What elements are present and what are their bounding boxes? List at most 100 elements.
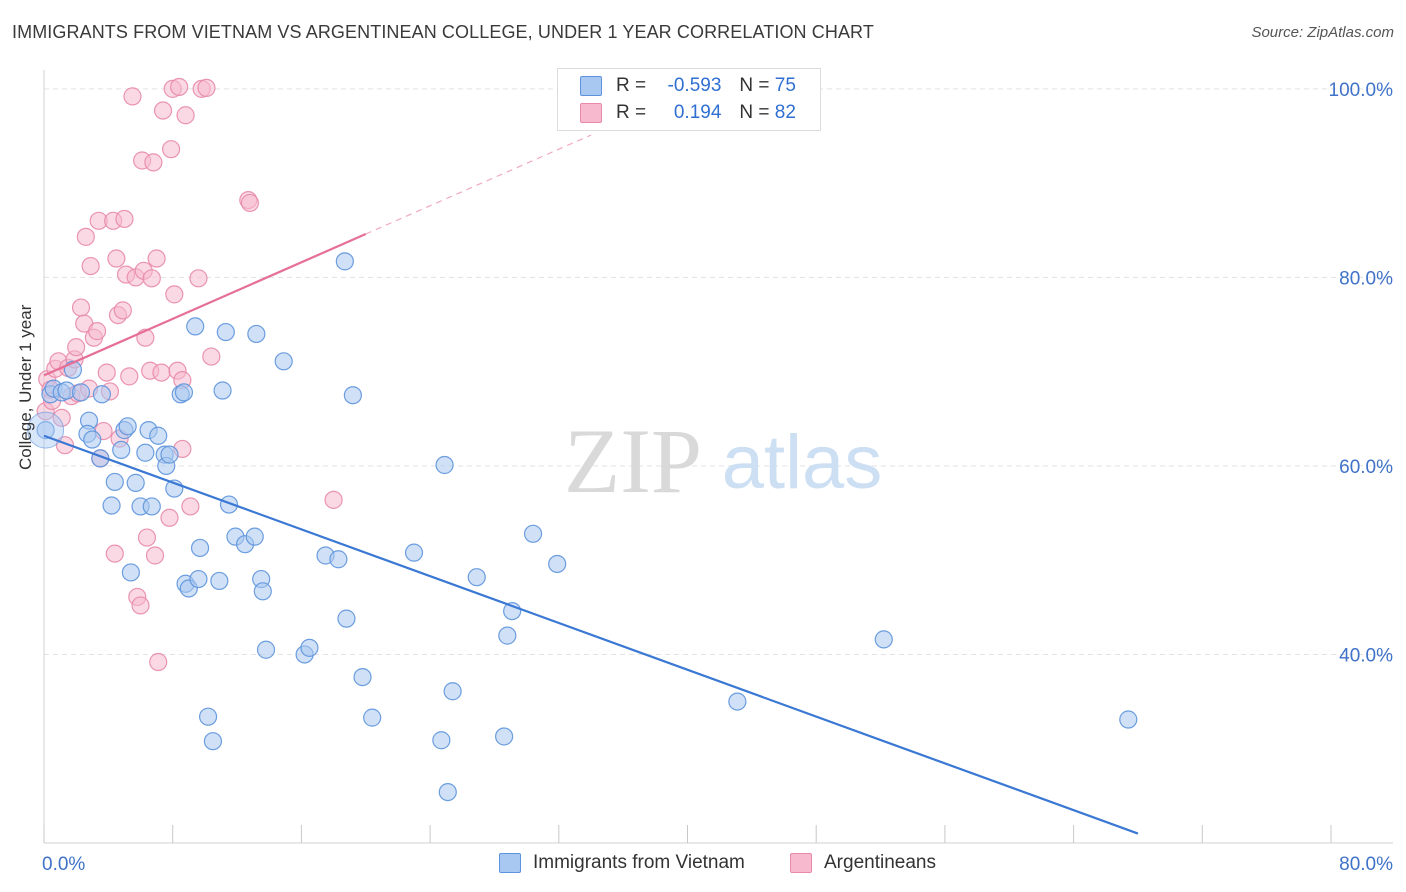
vietnam-point-33: [190, 538, 210, 558]
r-label: R =: [616, 75, 647, 96]
legend-swatch-vietnam: [499, 853, 521, 873]
argentineans-point-15: [76, 227, 95, 246]
vietnam-point-52: [329, 550, 348, 569]
argentineans-point-63: [202, 347, 221, 366]
vietnam-point-22: [142, 497, 161, 516]
argentineans-point-48: [152, 363, 171, 382]
argentineans-point-55: [170, 77, 189, 97]
argentineans-point-26: [105, 544, 124, 563]
argentineans-point-33: [120, 367, 139, 386]
stats-row-argentineans: R = 0.194 N = 82: [580, 101, 796, 125]
n-label: N =: [739, 75, 770, 96]
vietnam-point-67: [523, 524, 543, 543]
argentineans-point-13: [71, 298, 91, 317]
argentineans-point-47: [149, 652, 168, 672]
vietnam-point-34: [189, 569, 208, 589]
vietnam-point-32: [186, 317, 205, 336]
trend-line-vietnam: [43, 434, 1139, 835]
legend-swatch-argentineans: [790, 853, 812, 873]
vietnam-point-57: [363, 708, 382, 727]
watermark: ZIP atlas: [564, 410, 882, 512]
argentineans-point-34: [123, 87, 142, 106]
argentineans-point-30: [113, 301, 132, 320]
argentineans-point-65: [240, 193, 260, 213]
argentineans-point-60: [189, 269, 208, 288]
vietnam-point-55: [343, 386, 362, 405]
vietnam-point-26: [160, 445, 179, 464]
legend-item-argentineans: Argentineans: [790, 852, 936, 874]
argentineans-point-23: [97, 363, 116, 382]
trend-line-argentineans-extension: [365, 134, 592, 235]
argentineans-point-46: [147, 249, 166, 268]
argentineans-point-44: [144, 153, 163, 172]
vietnam-point-56: [353, 667, 372, 687]
chart-title: IMMIGRANTS FROM VIETNAM VS ARGENTINEAN C…: [12, 22, 874, 42]
vietnam-point-29: [174, 383, 194, 402]
argentineans-point-53: [165, 285, 184, 304]
vietnam-point-6: [71, 383, 91, 402]
vietnam-point-16: [118, 417, 137, 436]
vietnam-point-70: [874, 630, 893, 649]
stats-row-vietnam: R = -0.593 N = 75: [580, 74, 796, 98]
y-tick-label-3: 100.0%: [1329, 80, 1394, 101]
r-value-argentineans: 0.194: [673, 102, 722, 123]
legend-item-vietnam: Immigrants from Vietnam: [499, 852, 745, 874]
vietnam-point-62: [443, 682, 462, 701]
vietnam-point-58: [404, 543, 424, 562]
vietnam-point-35: [198, 707, 218, 726]
argentineans-point-49: [153, 101, 173, 120]
y-tick-label-1: 60.0%: [1339, 457, 1393, 478]
vietnam-point-68: [548, 554, 567, 574]
watermark-zip: ZIP: [564, 410, 702, 512]
vietnam-point-38: [213, 381, 232, 400]
gridlines: [44, 88, 1393, 655]
vietnam-point-48: [274, 352, 293, 371]
trend-line-argentineans: [43, 233, 367, 377]
vietnam-point-47: [256, 640, 276, 659]
argentineans-point-31: [115, 209, 134, 229]
argentineans-point-6: [52, 408, 71, 427]
chart-source: Source: ZipAtlas.com: [1251, 24, 1394, 41]
vietnam-point-50: [300, 638, 319, 657]
argentineans-point-27: [107, 249, 126, 268]
argentineans-point-41: [137, 528, 157, 547]
vietnam-point-43: [245, 527, 264, 546]
axes: [43, 70, 1393, 844]
vietnam-point-17: [121, 563, 140, 582]
r-label: R =: [616, 102, 647, 123]
vietnam-point-71: [1119, 710, 1138, 729]
tick-labels: 40.0% 60.0% 80.0% 100.0% 0.0% 80.0%: [42, 80, 1393, 875]
vietnam-point-64: [495, 727, 514, 746]
argentineans-point-58: [176, 106, 195, 125]
argentineans-point-11: [67, 338, 86, 357]
watermark-atlas: atlas: [722, 420, 883, 505]
x-tick-label-1: 80.0%: [1339, 854, 1393, 875]
argentineans-point-51: [161, 140, 181, 159]
vietnam-point-60: [435, 455, 454, 475]
argentineans-swatch: [580, 103, 602, 123]
vietnam-point-36: [203, 732, 223, 751]
argentineans-point-45: [145, 546, 165, 565]
argentineans-point-17: [81, 256, 100, 276]
vietnam-point-39: [216, 322, 235, 342]
vietnam-point-11: [92, 385, 112, 404]
y-tick-label-2: 80.0%: [1339, 268, 1393, 289]
argentineans-point-62: [197, 78, 216, 98]
vietnam-point-14: [112, 440, 131, 460]
y-tick-label-0: 40.0%: [1339, 645, 1393, 666]
vietnam-point-18: [126, 473, 145, 492]
legend: Immigrants from Vietnam Argentineans: [0, 850, 1406, 878]
legend-label-vietnam: Immigrants from Vietnam: [533, 852, 745, 873]
stats-box: R = -0.593 N = 75 R = 0.194 N = 82: [557, 68, 821, 131]
legend-label-argentineans: Argentineans: [824, 852, 936, 873]
vietnam-point-46: [253, 582, 272, 601]
vietnam-point-61: [438, 782, 457, 802]
vietnam-point-23: [149, 426, 168, 445]
vietnam-point-44: [247, 324, 266, 344]
vietnam-point-9: [83, 430, 102, 449]
vietnam-point-37: [210, 571, 229, 591]
argentineans-point-19: [87, 322, 107, 341]
vietnam-swatch: [580, 76, 602, 96]
vietnam-point-69: [728, 692, 747, 711]
vietnam-point-63: [467, 568, 486, 587]
